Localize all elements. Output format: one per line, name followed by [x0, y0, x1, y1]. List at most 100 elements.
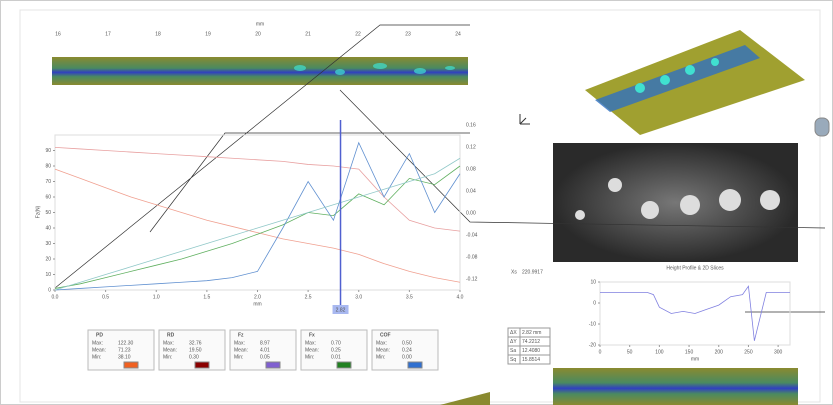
strip-tick-label: 18: [155, 31, 161, 37]
table-text: 15.8514: [522, 357, 540, 363]
y-axis-label: Fz(N): [35, 205, 41, 218]
profile-title: Height Profile & 2D Slices: [666, 265, 724, 271]
strip-tick-label: 17: [105, 31, 111, 37]
legend-box: [371, 329, 439, 371]
right-tick-label: 0.00: [466, 210, 476, 216]
legend-name: RD: [167, 332, 175, 338]
right-tick-label: -0.12: [466, 276, 478, 282]
stat-label: Mean:: [234, 347, 248, 353]
stat-value: 4.01: [260, 347, 270, 353]
legend-swatch[interactable]: [194, 361, 210, 369]
stat-label: Mean:: [163, 347, 177, 353]
x-tick-label: 1.5: [203, 294, 210, 300]
strip-tick-label: 23: [405, 31, 411, 37]
legend-name: Fz: [238, 332, 244, 338]
series-line: [600, 285, 790, 341]
x-tick-label: 1.0: [153, 294, 160, 300]
legend-swatch[interactable]: [123, 361, 139, 369]
stat-label: Min:: [163, 354, 172, 360]
stat-value: 0.24: [402, 347, 412, 353]
strip-tick-label: 19: [205, 31, 211, 37]
legend-swatch[interactable]: [336, 361, 352, 369]
stat-label: Max:: [234, 340, 245, 346]
table-text: Sa: [510, 348, 516, 354]
xs-label: Xs: [511, 269, 517, 275]
stat-value: 0.01: [331, 354, 341, 360]
stat-value: 0.70: [331, 340, 341, 346]
table-text: ΔY: [510, 339, 517, 345]
stat-label: Max:: [305, 340, 316, 346]
y-tick-label: 10: [590, 279, 596, 285]
x-tick-label: 0.5: [102, 294, 109, 300]
right-tick-label: -0.04: [466, 232, 478, 238]
gray-blobs: [575, 178, 780, 220]
legend-name: Fx: [309, 332, 315, 338]
x-tick-label: 3.5: [406, 294, 413, 300]
table-text: Sq: [510, 357, 516, 363]
x-tick-label: 50: [627, 349, 633, 355]
x-tick-label: 300: [774, 349, 783, 355]
series-line: [54, 168, 461, 283]
strip-tick-label: 22: [355, 31, 361, 37]
stat-value: 0.50: [402, 340, 412, 346]
strip-tick-label: 24: [455, 31, 461, 37]
callout-lines: [54, 24, 826, 313]
x-tick-label: 250: [744, 349, 753, 355]
stat-value: 19.50: [189, 347, 202, 353]
strip-blobs: [294, 63, 455, 75]
legend-name: COF: [380, 332, 391, 338]
series-line: [54, 165, 461, 289]
table-text: 2.82 mm: [522, 330, 541, 336]
strip-tick-label: 16: [55, 31, 61, 37]
stat-value: 71.23: [118, 347, 131, 353]
y-tick-label: 90: [45, 148, 51, 154]
legend-name: PD: [96, 332, 103, 338]
stat-value: 8.97: [260, 340, 270, 346]
3d-blobs: [635, 58, 719, 93]
y-tick-label: 60: [45, 194, 51, 200]
right-tick-label: 0.12: [466, 144, 476, 150]
image-corner: [440, 392, 490, 405]
x-axis-label: mm: [253, 301, 261, 307]
y-tick-label: 30: [45, 241, 51, 247]
right-tick-label: 0.08: [466, 166, 476, 172]
series-line: [54, 157, 461, 291]
plot-area: [599, 281, 791, 346]
strip-axis-label: mm: [256, 21, 264, 27]
view-cube[interactable]: [814, 117, 830, 137]
legend-box: [158, 329, 226, 371]
strip-tick-label: 21: [305, 31, 311, 37]
table-text: ΔX: [510, 330, 517, 336]
right-tick-label: 0.04: [466, 188, 476, 194]
series-line: [54, 141, 461, 291]
x-tick-label: 200: [715, 349, 724, 355]
top-strip-image: [52, 57, 468, 85]
panel: [19, 9, 821, 403]
legend-swatch[interactable]: [407, 361, 423, 369]
y-tick-label: 20: [45, 256, 51, 262]
right-tick-label: -0.08: [466, 254, 478, 260]
x-tick-label: 4.0: [457, 294, 464, 300]
y-tick-label: 40: [45, 225, 51, 231]
stat-label: Min:: [92, 354, 101, 360]
y-tick-label: -10: [589, 321, 596, 327]
stat-value: 38.10: [118, 354, 131, 360]
stat-label: Max:: [92, 340, 103, 346]
x-axis-label: mm: [691, 356, 699, 362]
table-text: 12.4080: [522, 348, 540, 354]
legend-swatch[interactable]: [265, 361, 281, 369]
x-tick-label: 2.0: [254, 294, 261, 300]
cursor-label: 2.82: [336, 307, 346, 313]
axis-gizmo: [519, 114, 530, 125]
legend-box: [87, 329, 155, 371]
bottom-image: [553, 368, 798, 405]
stat-label: Max:: [163, 340, 174, 346]
stat-value: 0.30: [189, 354, 199, 360]
stat-value: 0.25: [331, 347, 341, 353]
right-tick-label: 0.16: [466, 122, 476, 128]
stat-label: Min:: [234, 354, 243, 360]
y-tick-label: 0: [48, 287, 51, 293]
y-tick-label: -20: [589, 342, 596, 348]
series-line: [54, 147, 461, 232]
